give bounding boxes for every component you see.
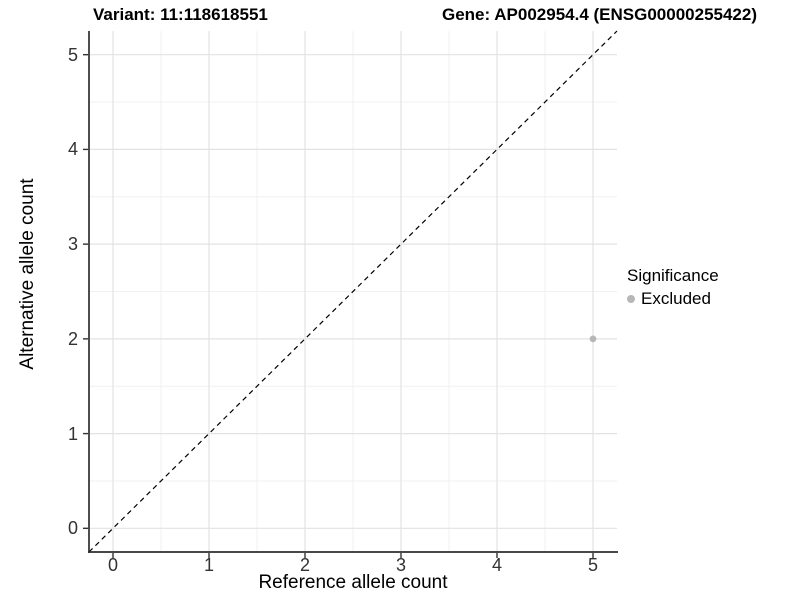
gene-title: Gene: AP002954.4 (ENSG00000255422) — [441, 5, 757, 24]
legend-item-excluded: Excluded — [627, 289, 719, 309]
y-tick-label: 4 — [67, 139, 78, 160]
legend-item-label: Excluded — [641, 289, 711, 308]
x-tick-label: 4 — [491, 555, 502, 575]
x-tick-label: 1 — [203, 555, 214, 575]
y-tick-label: 1 — [67, 423, 78, 444]
variant-title: Variant: 11:118618551 — [93, 5, 268, 24]
x-tick-label: 2 — [299, 555, 310, 575]
x-tick-label: 0 — [107, 555, 118, 575]
x-axis-title: Reference allele count — [258, 572, 448, 593]
identity-dashed-line — [88, 30, 618, 553]
y-tick-label: 5 — [67, 44, 78, 65]
data-point — [589, 335, 597, 343]
legend-point-icon — [627, 295, 635, 303]
legend-title: Significance — [627, 266, 719, 285]
y-axis-title: Alternative allele count — [17, 178, 38, 370]
x-tick-label: 5 — [587, 555, 598, 575]
y-tick-label: 0 — [67, 518, 78, 539]
x-tick-label: 3 — [395, 555, 406, 575]
y-tick-label: 2 — [67, 328, 78, 349]
legend: Significance Excluded — [627, 265, 719, 309]
y-tick-label: 3 — [67, 234, 78, 255]
